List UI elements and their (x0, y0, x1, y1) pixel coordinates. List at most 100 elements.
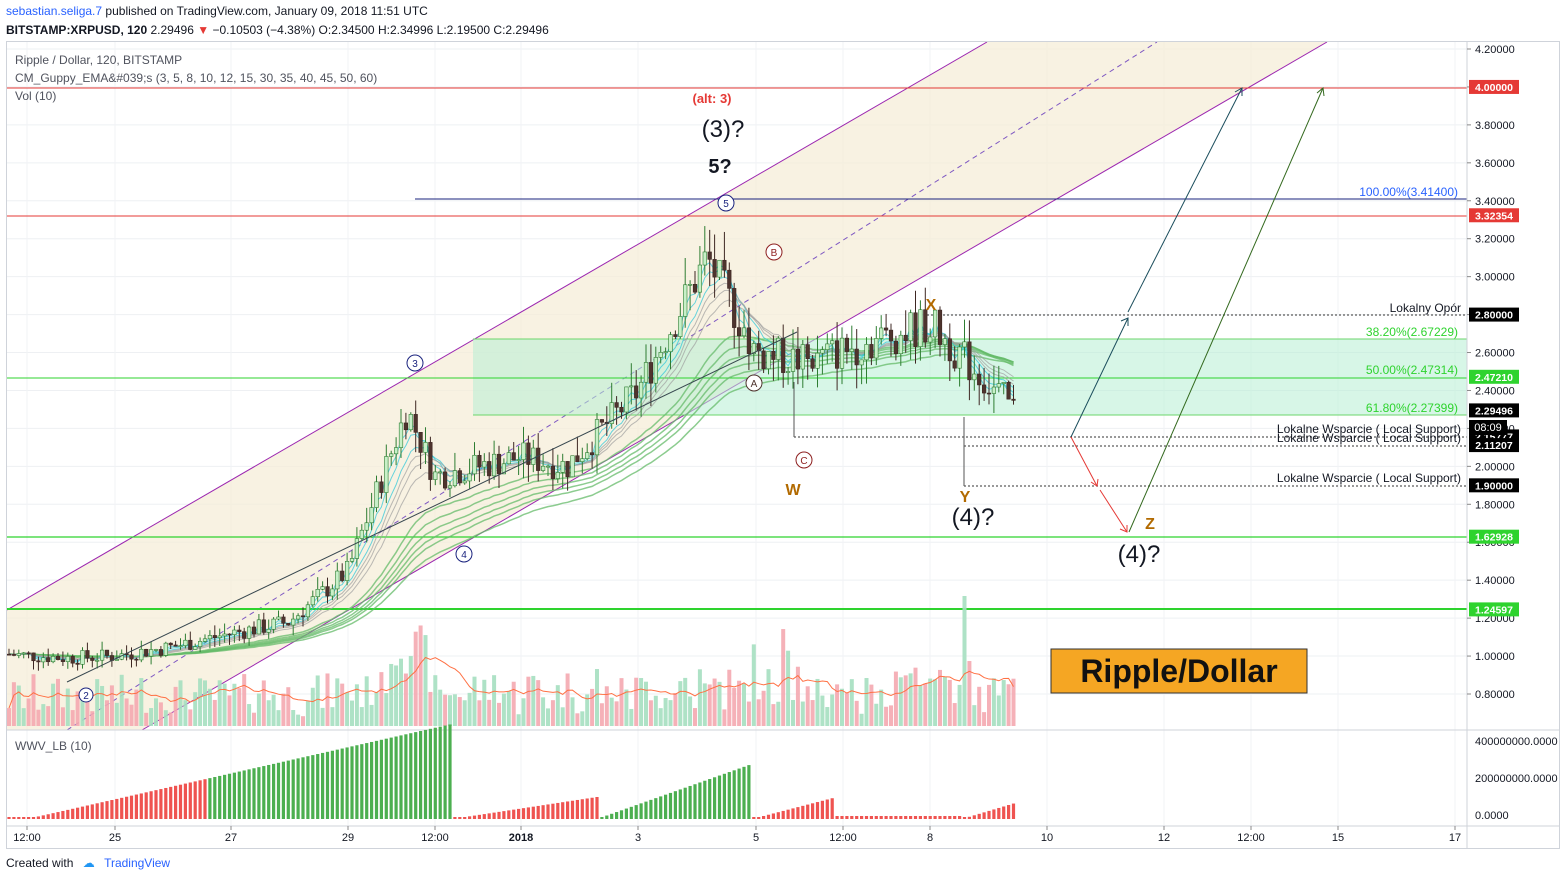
volume-bar (467, 692, 472, 726)
candle-body (369, 507, 374, 524)
volume-bar (217, 680, 222, 726)
price-tick-11: 2.00000 (1475, 461, 1515, 473)
channel-mid (66, 41, 1158, 731)
wwv-bar (664, 794, 668, 819)
author-link[interactable]: sebastian.seliga.7 (6, 4, 103, 18)
candle-body (599, 419, 604, 423)
volume-bar (252, 712, 256, 726)
candle-body (736, 327, 742, 337)
wwv-tick-0: 400000000.0000 (1475, 736, 1558, 748)
volume-bar (678, 681, 683, 726)
wwv-bar (291, 759, 295, 819)
wwv-bar (384, 738, 388, 819)
candle-body (295, 615, 301, 620)
candle-body (139, 648, 144, 661)
candle-body (442, 471, 448, 489)
volume-bar (95, 679, 100, 726)
wwv-bar (717, 775, 722, 819)
wwv-bar (977, 813, 981, 819)
candle-body (447, 485, 453, 489)
wwv-bar (419, 731, 423, 819)
svg-text:4: 4 (461, 550, 467, 561)
candle-body (668, 334, 673, 352)
volume-bar (11, 682, 16, 726)
volume-bar (908, 673, 913, 726)
volume-bar (653, 695, 658, 726)
wave-label-b: B (765, 243, 783, 261)
wwv-bar (967, 816, 971, 819)
candle-body (335, 570, 340, 590)
candle-body (153, 649, 159, 651)
candle-body (928, 336, 933, 343)
wwv-bar (198, 780, 202, 819)
fib-382-label: 38.20%(2.67229) (1366, 325, 1458, 339)
volume-bar (325, 673, 330, 726)
volume-bar (952, 703, 957, 726)
volume-bar (874, 703, 879, 726)
x-label: X (926, 297, 937, 314)
wwv-bar (301, 757, 305, 819)
candle-body (393, 447, 399, 455)
candle-body (521, 442, 526, 460)
volume-bar (565, 673, 570, 726)
wwv-bar (624, 808, 628, 819)
candle-body (173, 644, 178, 647)
wwv-bar (193, 781, 197, 819)
volume-bar (869, 684, 874, 726)
wwv-bar (267, 764, 271, 819)
time-tick-13: 15 (1332, 832, 1344, 844)
candle-body (712, 259, 717, 278)
wwv-bar (752, 817, 756, 819)
wwv-bar (345, 747, 349, 819)
wwv-bar (688, 785, 692, 819)
chart-container[interactable]: 2 3 4 5 A B C (alt: 3) (3)? 5? W X Y Z (… (6, 41, 1560, 849)
wwv-bar (1007, 805, 1011, 819)
volume-bar (590, 688, 595, 726)
wwv-bar (458, 817, 462, 819)
volume-bar (193, 692, 198, 726)
wwv-bar (585, 798, 589, 819)
tradingview-link[interactable]: TradingView (104, 856, 171, 870)
wwv-bar (815, 802, 820, 819)
candle-body (781, 337, 786, 373)
time-axis[interactable]: 12:00 25 27 29 12:00 2018 3 5 12:00 8 10 12 12:00 15 1… (13, 826, 1461, 844)
volume-bar (550, 700, 555, 726)
wwv-bar (987, 810, 991, 819)
candle-body (629, 385, 634, 388)
chart-svg[interactable]: 2 3 4 5 A B C (alt: 3) (3)? 5? W X Y Z (… (6, 41, 1559, 848)
candle-body (501, 463, 507, 475)
ohlc-close: C:2.29496 (493, 23, 549, 37)
volume-bar (379, 672, 384, 726)
candle-body (619, 407, 624, 413)
candle-body (310, 596, 315, 606)
volume-bar (36, 709, 41, 726)
volume-bar (345, 692, 350, 726)
candle-body (149, 649, 154, 657)
candle-body (844, 337, 849, 352)
volume-bar (438, 689, 443, 726)
volume-bar (51, 683, 56, 726)
wwv-bar (438, 726, 442, 819)
candle-body (545, 465, 551, 468)
volume-bar (619, 678, 624, 726)
volume-bar (90, 711, 95, 726)
price-tag-2 (1469, 307, 1519, 322)
volume-bar (364, 676, 369, 726)
volume-bar (1006, 684, 1011, 726)
volume-bar (938, 669, 942, 726)
countdown-tag: 08:09 (1469, 420, 1507, 435)
candle-body (986, 392, 992, 395)
volume-bar (403, 673, 408, 726)
ohlc-open: O:2.34500 (318, 23, 375, 37)
candle-body (506, 452, 511, 465)
candle-body (55, 656, 61, 660)
wwv-bar (698, 782, 702, 819)
candle-body (183, 639, 188, 646)
wwv-bar (659, 796, 663, 819)
candle-body (511, 452, 516, 461)
volume-bar (178, 680, 183, 726)
candle-body (114, 659, 119, 661)
wwv-bar (874, 816, 878, 819)
price-tag-3 (1469, 369, 1519, 384)
wwv-bars (7, 724, 1016, 819)
